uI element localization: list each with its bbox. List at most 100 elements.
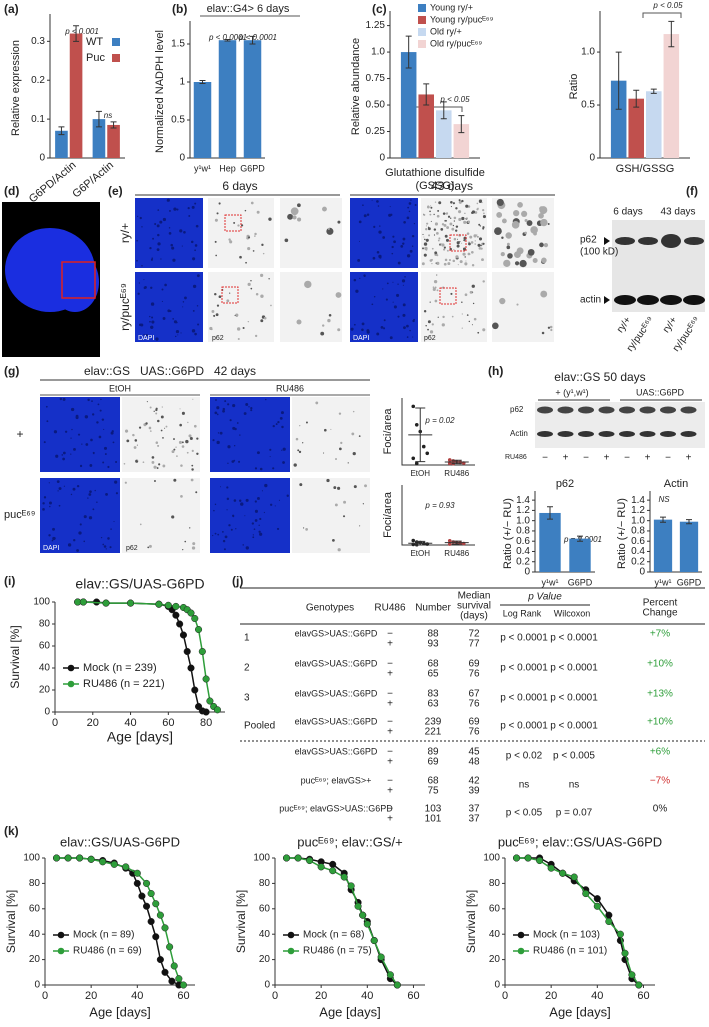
texture-dot xyxy=(483,212,485,215)
texture-dot xyxy=(224,400,227,403)
texture-dot xyxy=(392,301,394,303)
point xyxy=(110,860,118,868)
texture-dot xyxy=(385,298,388,301)
texture-dot xyxy=(156,248,160,252)
texture-dot xyxy=(173,478,177,482)
texture-dot xyxy=(263,511,265,514)
texture-dot xyxy=(363,274,366,277)
texture-dot xyxy=(424,246,428,251)
texture-dot xyxy=(255,293,259,296)
micrograph-layer xyxy=(2,198,705,553)
texture-dot xyxy=(270,304,272,307)
texture-dot xyxy=(216,212,219,215)
point xyxy=(559,869,567,877)
texture-dot xyxy=(162,464,166,468)
lane-label: + xyxy=(645,453,651,464)
table-cell: + xyxy=(387,669,393,680)
texture-dot xyxy=(214,532,217,535)
texture-dot xyxy=(160,415,164,419)
y-tick-label: 1.4 xyxy=(631,495,645,506)
texture-dot xyxy=(48,501,52,505)
texture-dot xyxy=(275,423,278,426)
texture-dot xyxy=(532,257,538,263)
table-header: Wilcoxon xyxy=(554,608,591,618)
texture-dot xyxy=(149,246,152,250)
table-header: Change xyxy=(642,608,677,619)
point xyxy=(447,542,452,546)
texture-dot xyxy=(136,259,138,262)
texture-dot xyxy=(70,407,75,412)
texture-dot xyxy=(514,261,520,266)
band xyxy=(619,431,635,437)
table-cell: +7% xyxy=(650,629,670,640)
texture-dot xyxy=(252,250,255,252)
texture-dot xyxy=(89,490,92,493)
point xyxy=(536,856,544,865)
legend-marker xyxy=(517,947,525,955)
texture-dot xyxy=(443,246,446,249)
texture-dot xyxy=(427,205,430,208)
texture-dot xyxy=(458,199,461,202)
texture-dot xyxy=(479,225,482,227)
x-tick-label: G6PD xyxy=(568,577,593,587)
texture-dot xyxy=(358,240,360,242)
texture-dot xyxy=(258,530,261,533)
x-tick-label: RU486 xyxy=(444,549,469,558)
point xyxy=(582,890,590,898)
texture-dot xyxy=(174,335,177,338)
panel-label: (j) xyxy=(232,574,243,588)
texture-dot xyxy=(64,430,68,433)
texture-dot xyxy=(464,262,468,266)
table-cell: +6% xyxy=(650,747,670,758)
texture-dot xyxy=(76,549,79,552)
table-cell: 69 xyxy=(427,757,439,768)
texture-dot xyxy=(244,209,247,212)
point xyxy=(425,451,430,456)
texture-dot xyxy=(158,463,161,466)
texture-dot xyxy=(70,493,73,496)
x-tick-label: 40 xyxy=(131,990,143,1002)
texture-dot xyxy=(232,426,236,430)
age-label: 6 days xyxy=(613,207,642,218)
point xyxy=(195,625,203,634)
texture-dot xyxy=(173,448,176,451)
texture-dot xyxy=(211,310,215,313)
texture-dot xyxy=(149,315,151,318)
texture-dot xyxy=(113,520,115,523)
x-tick-label: 20 xyxy=(85,990,97,1002)
texture-dot xyxy=(110,528,112,530)
texture-dot xyxy=(261,490,263,492)
survival-line xyxy=(77,601,207,713)
texture-dot xyxy=(423,236,425,238)
texture-dot xyxy=(438,201,442,205)
texture-dot xyxy=(359,277,361,279)
texture-dot xyxy=(347,462,349,464)
texture-dot xyxy=(114,480,118,484)
point xyxy=(127,599,135,607)
legend-marker xyxy=(67,664,75,672)
texture-dot xyxy=(397,261,401,265)
stain-label: p62 xyxy=(126,545,138,552)
texture-dot xyxy=(233,499,237,502)
texture-dot xyxy=(500,251,505,257)
texture-dot xyxy=(464,212,466,214)
texture-dot xyxy=(147,546,150,549)
texture-dot xyxy=(146,401,148,403)
texture-dot xyxy=(442,212,446,215)
band xyxy=(578,406,594,414)
y-tick-label: 40 xyxy=(259,929,271,940)
texture-dot xyxy=(469,253,471,255)
texture-dot xyxy=(353,323,356,326)
bar xyxy=(610,80,627,158)
annotation: p < 0.0001 xyxy=(238,33,277,42)
texture-dot xyxy=(195,491,198,494)
texture-dot xyxy=(71,428,73,431)
point xyxy=(147,890,155,898)
table-cell: Pooled xyxy=(244,721,275,732)
texture-dot xyxy=(436,289,439,292)
y-tick-label: 0 xyxy=(39,153,45,164)
table-cell: + xyxy=(387,699,393,710)
texture-dot xyxy=(247,247,251,251)
texture-dot xyxy=(123,462,126,465)
texture-dot xyxy=(436,274,438,276)
